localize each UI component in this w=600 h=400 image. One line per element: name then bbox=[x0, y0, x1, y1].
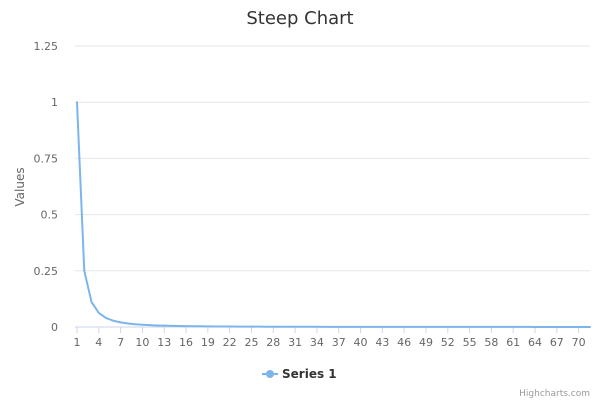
x-tick-label: 31 bbox=[288, 336, 302, 349]
x-tick-label: 52 bbox=[441, 336, 455, 349]
y-axis-title: Values bbox=[13, 167, 27, 206]
y-axis-ticks: 0 0.25 0.5 0.75 1 1.25 bbox=[34, 40, 59, 334]
x-tick-label: 64 bbox=[528, 336, 542, 349]
y-tick-label: 1.25 bbox=[34, 40, 59, 53]
y-tick-label: 0.5 bbox=[41, 209, 59, 222]
x-tick-label: 58 bbox=[484, 336, 498, 349]
series-line[interactable] bbox=[76, 101, 591, 328]
x-axis: 1 4 7 10 13 16 19 22 25 28 31 34 37 40 43 46 49 52 55 58 61 6… bbox=[74, 326, 590, 349]
x-tick-label: 40 bbox=[354, 336, 368, 349]
x-tick-label: 19 bbox=[201, 336, 215, 349]
legend-symbol-marker bbox=[266, 370, 274, 378]
x-tick-label: 28 bbox=[266, 336, 280, 349]
series-group bbox=[76, 101, 591, 328]
x-tick-label: 7 bbox=[117, 336, 124, 349]
legend-item-series-1[interactable]: Series 1 bbox=[262, 367, 337, 381]
x-tick-label: 16 bbox=[179, 336, 193, 349]
y-tick-label: 1 bbox=[51, 96, 58, 109]
x-tick-label: 10 bbox=[135, 336, 149, 349]
grid-lines bbox=[75, 45, 590, 272]
x-tick-label: 61 bbox=[506, 336, 520, 349]
x-tick-label: 43 bbox=[375, 336, 389, 349]
x-tick-label: 70 bbox=[572, 336, 586, 349]
x-tick-label: 34 bbox=[310, 336, 324, 349]
legend-label: Series 1 bbox=[282, 367, 337, 381]
x-tick-label: 22 bbox=[223, 336, 237, 349]
x-tick-label: 55 bbox=[463, 336, 477, 349]
x-tick-label: 49 bbox=[419, 336, 433, 349]
x-tick-label: 4 bbox=[95, 336, 102, 349]
x-tick-label: 13 bbox=[157, 336, 171, 349]
x-tick-label: 46 bbox=[397, 336, 411, 349]
x-tick-label: 1 bbox=[74, 336, 81, 349]
chart-title: Steep Chart bbox=[246, 8, 353, 29]
y-tick-label: 0 bbox=[51, 321, 58, 334]
y-tick-label: 0.75 bbox=[34, 152, 59, 165]
x-tick-label: 37 bbox=[332, 336, 346, 349]
credits-link[interactable]: Highcharts.com bbox=[519, 389, 590, 399]
y-tick-label: 0.25 bbox=[34, 265, 59, 278]
x-tick-label: 25 bbox=[244, 336, 258, 349]
x-tick-label: 67 bbox=[550, 336, 564, 349]
